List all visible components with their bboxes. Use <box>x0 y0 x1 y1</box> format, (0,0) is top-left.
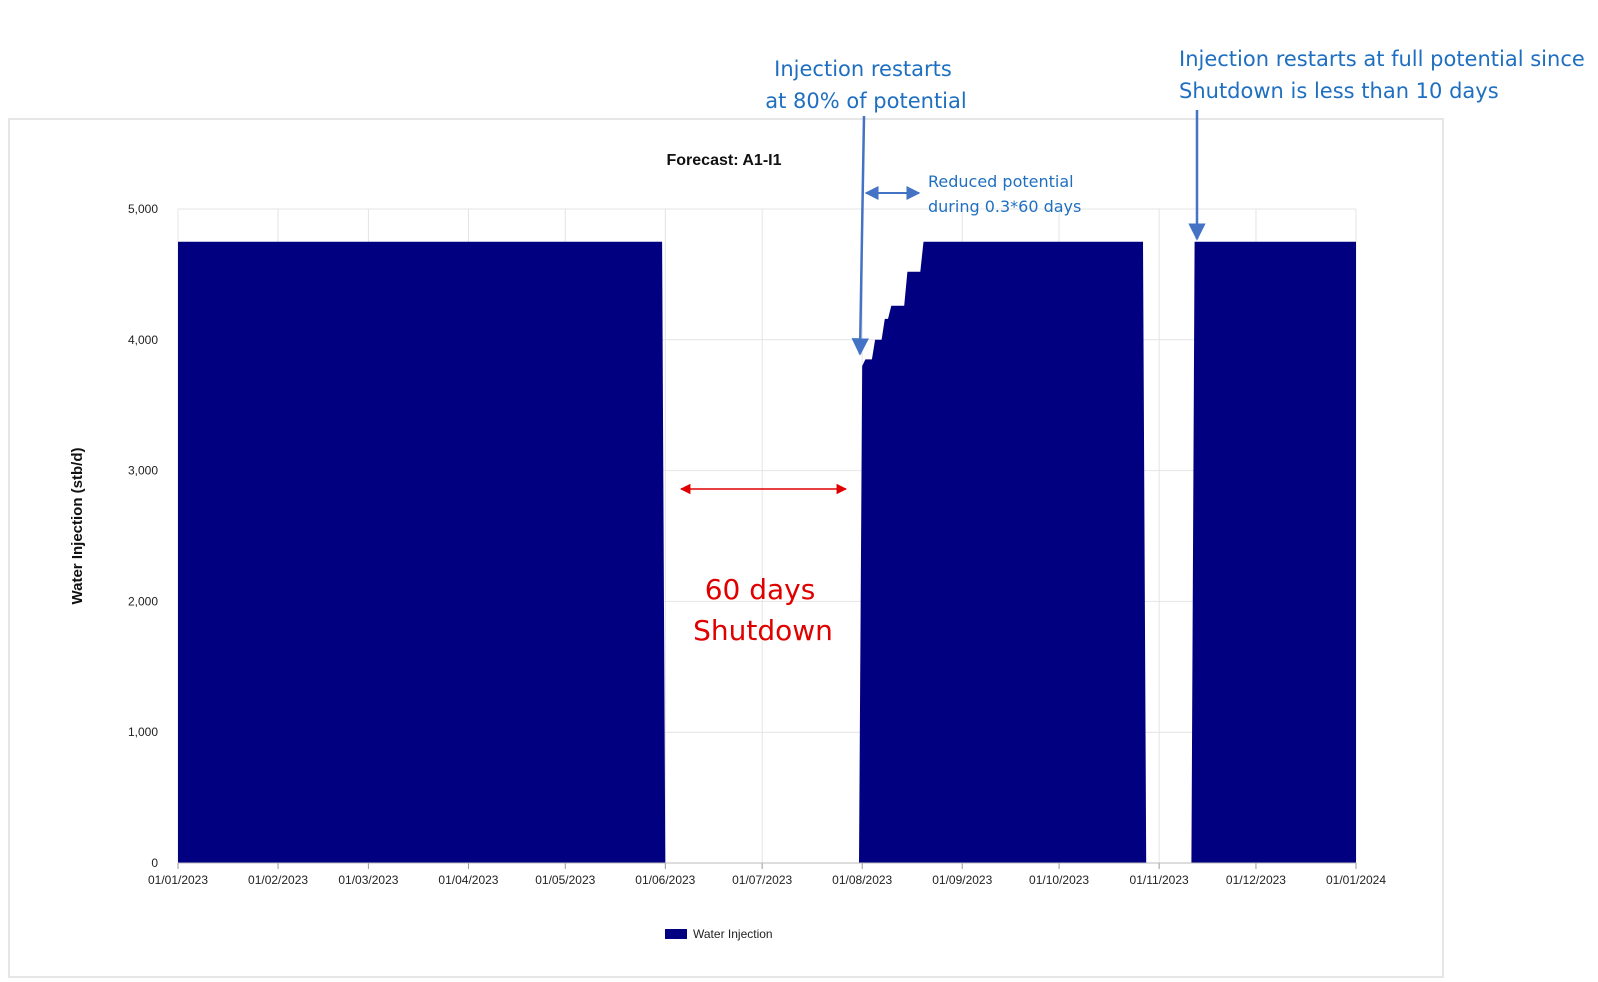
legend-swatch <box>665 929 687 939</box>
x-tick-label: 01/04/2023 <box>438 873 498 887</box>
y-tick-label: 3,000 <box>128 464 158 478</box>
annotation-restart-reduced-arrow <box>851 115 870 356</box>
annotation-shutdown-line1: 60 days <box>705 573 816 606</box>
annotation-reduced-potential: Reduced potential during 0.3*60 days <box>864 172 1081 216</box>
x-tick-label: 01/05/2023 <box>535 873 595 887</box>
x-tick-label: 01/03/2023 <box>338 873 398 887</box>
annotation-restart-reduced: Injection restarts at 80% of potential <box>765 57 967 356</box>
annotation-reduced-potential-line1: Reduced potential <box>928 172 1074 191</box>
annotation-shutdown-line2: Shutdown <box>693 614 833 647</box>
series-area-water-injection <box>178 241 1356 863</box>
x-tick-label: 01/08/2023 <box>832 873 892 887</box>
area-layer <box>178 241 1356 863</box>
y-tick-label: 5,000 <box>128 202 158 216</box>
annotation-restart-full: Injection restarts at full potential sin… <box>1179 47 1585 241</box>
x-tick-label: 01/09/2023 <box>932 873 992 887</box>
x-tick-label: 01/10/2023 <box>1029 873 1089 887</box>
x-tick-label: 01/01/2024 <box>1326 873 1386 887</box>
legend: Water Injection <box>665 927 773 941</box>
x-tick-label: 01/02/2023 <box>248 873 308 887</box>
annotation-shutdown: 60 days Shutdown <box>679 483 848 647</box>
y-tick-label: 4,000 <box>128 333 158 347</box>
y-axis-label: Water Injection (stb/d) <box>69 448 86 605</box>
annotation-reduced-potential-line2: during 0.3*60 days <box>928 197 1081 216</box>
y-tick-label: 1,000 <box>128 725 158 739</box>
axes: 0 1,000 2,000 3,000 4,000 5,000 01/01/2023 01/0… <box>128 202 1386 887</box>
annotation-restart-full-line1: Injection restarts at full potential sin… <box>1179 47 1585 71</box>
x-tick-label: 01/07/2023 <box>732 873 792 887</box>
x-tick-label: 01/12/2023 <box>1226 873 1286 887</box>
annotation-restart-reduced-line1: Injection restarts <box>774 57 952 81</box>
x-tick-label: 01/11/2023 <box>1130 873 1189 887</box>
y-tick-label: 2,000 <box>128 594 158 608</box>
y-tick-label: 0 <box>151 856 158 870</box>
x-tick-label: 01/01/2023 <box>148 873 208 887</box>
chart-title: Forecast: A1-I1 <box>667 152 782 169</box>
annotation-restart-full-line2: Shutdown is less than 10 days <box>1179 79 1499 103</box>
legend-label: Water Injection <box>693 927 773 941</box>
x-tick-label: 01/06/2023 <box>635 873 695 887</box>
annotation-restart-reduced-line2: at 80% of potential <box>765 89 966 113</box>
